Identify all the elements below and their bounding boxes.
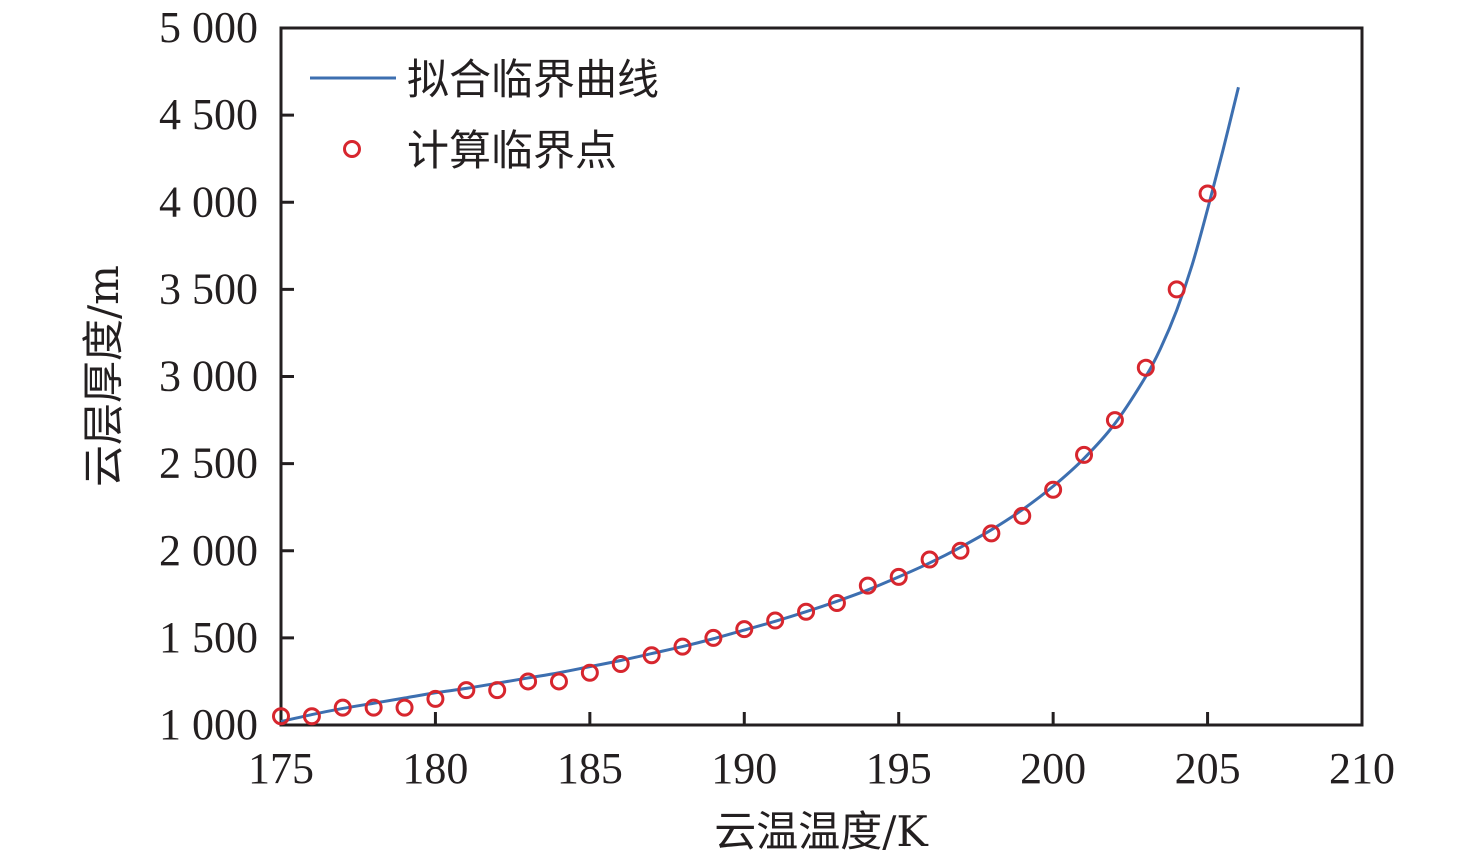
x-tick-label: 175 [248, 744, 314, 793]
y-tick-label: 4 000 [159, 177, 258, 226]
y-tick-label: 3 000 [159, 352, 258, 401]
calc-point [797, 602, 816, 621]
calc-point [951, 541, 970, 560]
calc-point [920, 550, 939, 569]
x-tick-label: 180 [402, 744, 468, 793]
y-tick-label: 2 000 [159, 526, 258, 575]
calc-point [766, 611, 785, 630]
calc-point [982, 524, 1001, 543]
legend: 拟合临界曲线 计算临界点 [310, 55, 659, 175]
calc-point [426, 689, 445, 708]
x-axis-ticks: 175 180 185 190 195 200 205 210 [248, 712, 1395, 793]
calc-point [549, 672, 568, 691]
calc-point [1044, 480, 1063, 499]
calc-point [642, 646, 661, 665]
y-axis-title: 云层厚度/m [79, 265, 128, 487]
calc-point [364, 698, 383, 717]
fit-curve-line [280, 86, 1240, 723]
calc-point [735, 620, 754, 639]
calc-point [673, 637, 692, 656]
calc-point [1105, 411, 1124, 430]
x-axis-title: 云温温度/K [714, 807, 929, 856]
x-tick-label: 185 [557, 744, 623, 793]
calc-point [333, 698, 352, 717]
x-tick-label: 200 [1020, 744, 1086, 793]
y-tick-label: 1 500 [159, 613, 258, 662]
calc-point [1136, 358, 1155, 377]
calc-point [457, 681, 476, 700]
series-layer [272, 86, 1240, 726]
calc-point [302, 707, 321, 726]
calc-point [272, 707, 290, 726]
calc-point [395, 698, 414, 717]
calc-point [704, 628, 723, 647]
x-tick-label: 210 [1329, 744, 1395, 793]
y-tick-label: 1 000 [159, 700, 258, 749]
calc-point [580, 663, 599, 682]
calc-point [519, 672, 538, 691]
calc-point [889, 567, 908, 586]
calc-point [1167, 280, 1186, 299]
x-tick-label: 195 [866, 744, 932, 793]
calc-point [1013, 506, 1032, 525]
y-tick-label: 2 500 [159, 439, 258, 488]
calc-point [1075, 445, 1094, 464]
legend-marker-swatch [343, 140, 361, 158]
calc-point [488, 681, 507, 700]
calc-point [1198, 184, 1217, 203]
x-tick-label: 205 [1175, 744, 1241, 793]
legend-label-fit-curve: 拟合临界曲线 [407, 55, 659, 104]
y-axis-ticks: 1 000 1 500 2 000 2 500 3 000 3 500 4 000 4 500… [159, 3, 294, 749]
legend-label-calc-points: 计算临界点 [407, 126, 617, 175]
y-tick-label: 4 500 [159, 90, 258, 139]
y-tick-label: 3 500 [159, 264, 258, 313]
calc-point [611, 655, 630, 674]
y-tick-label: 5 000 [159, 3, 258, 52]
calc-point [827, 594, 846, 613]
x-tick-label: 190 [711, 744, 777, 793]
calc-point [858, 576, 877, 595]
